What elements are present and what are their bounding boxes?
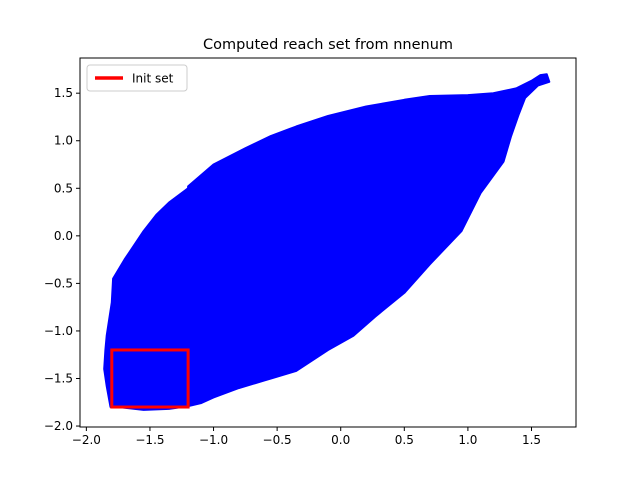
init-set-box <box>110 348 190 409</box>
x-tick-label: 0.5 <box>395 433 414 447</box>
axes-frame <box>79 57 577 428</box>
y-tick-label: 0.0 <box>54 229 73 243</box>
x-tick-label: 1.0 <box>458 433 477 447</box>
x-tick-label: −1.0 <box>199 433 228 447</box>
y-tick-label: 1.5 <box>54 86 73 100</box>
y-tick-label: −1.0 <box>44 324 73 338</box>
reach-set-region <box>103 73 551 411</box>
legend: Init set <box>86 64 188 92</box>
x-tick-label: 0.0 <box>331 433 350 447</box>
axes: −2.0 −1.5 −1.0 −0.5 0.0 0.5 1.0 1.5 −2.0 −1.5 −1.0… <box>44 57 577 447</box>
x-tick-label: −0.5 <box>263 433 292 447</box>
legend-label: Init set <box>132 72 174 86</box>
x-tick-label: 1.5 <box>522 433 541 447</box>
y-tick-label: 1.0 <box>54 134 73 148</box>
plot-area <box>103 73 551 411</box>
y-tick-label: −1.5 <box>44 371 73 385</box>
legend-box <box>86 64 188 92</box>
x-tick-label: −1.5 <box>135 433 164 447</box>
y-tick-label: −0.5 <box>44 276 73 290</box>
x-tick-label: −2.0 <box>72 433 101 447</box>
plot-content <box>103 73 551 411</box>
chart-title: Computed reach set from nnenum <box>203 37 453 53</box>
y-tick-label: 0.5 <box>54 181 73 195</box>
y-tick-label: −2.0 <box>44 419 73 433</box>
